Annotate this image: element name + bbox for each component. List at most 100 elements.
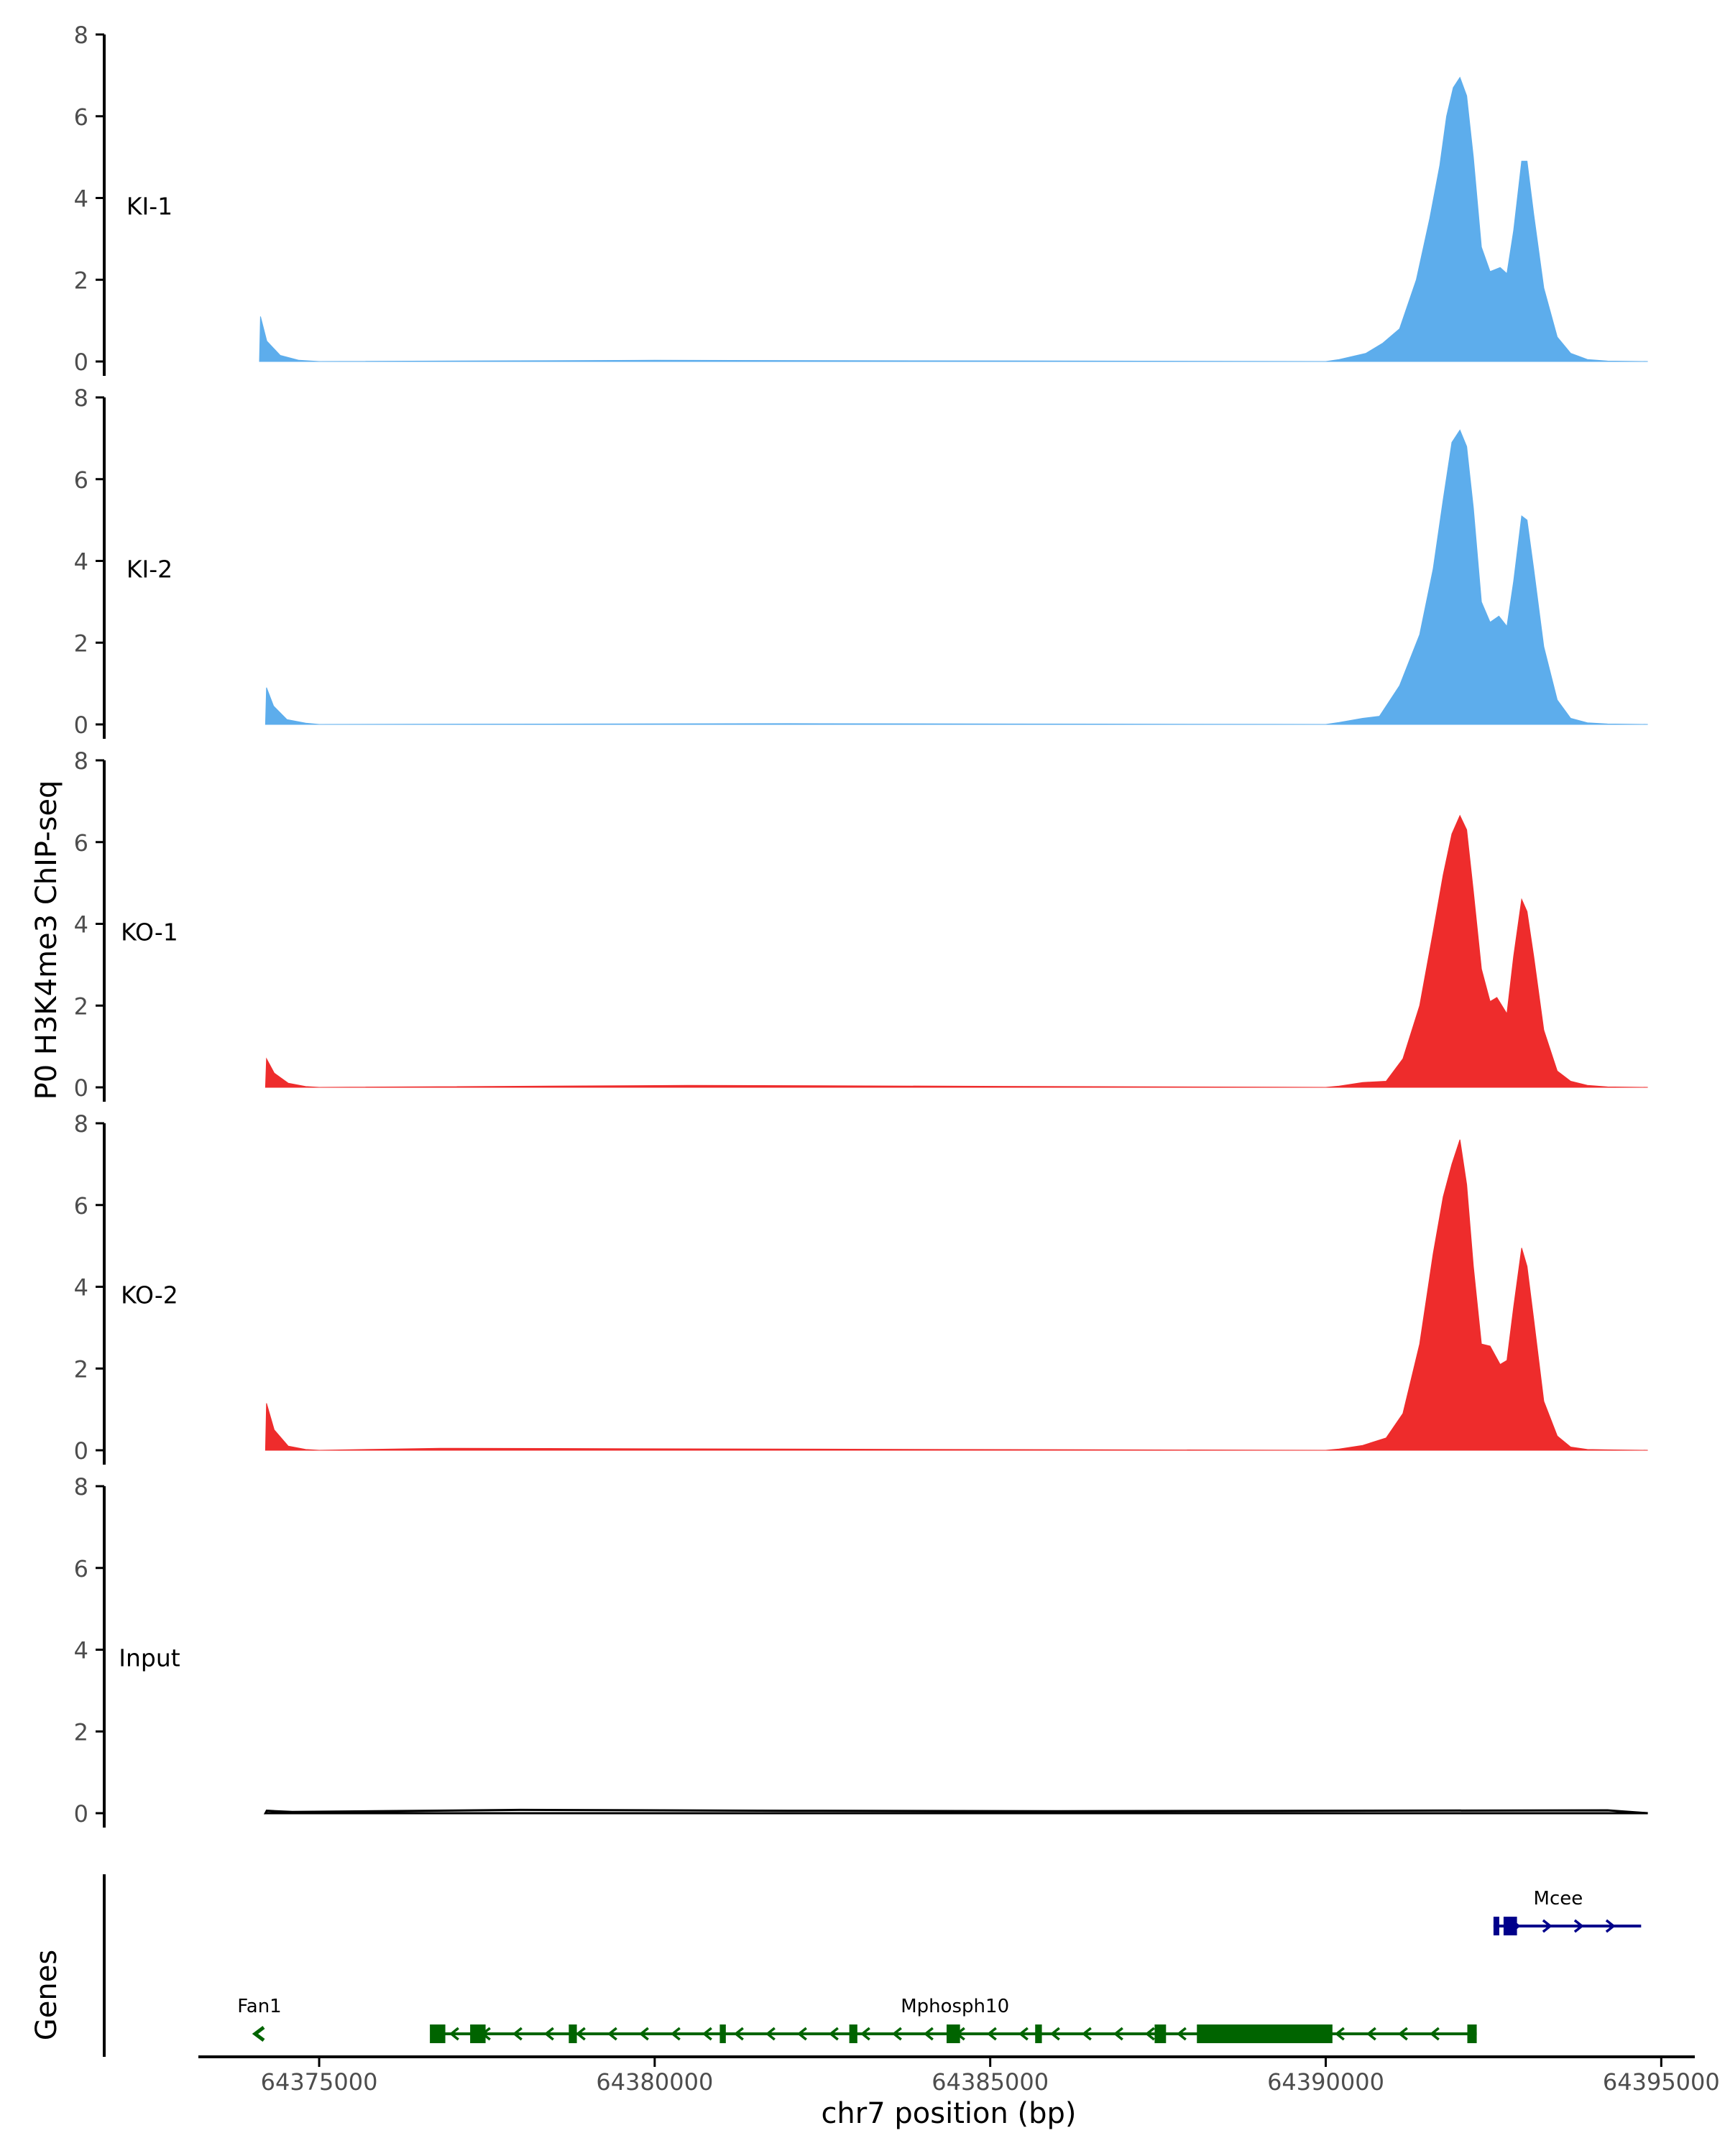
y-tick-label: 4 xyxy=(74,548,88,576)
strand-arrow xyxy=(860,2027,870,2041)
gene-exon xyxy=(1035,2024,1042,2043)
strand-arrow xyxy=(702,2027,712,2041)
track-panel-ki-1: 0 2 4 6 8 KI-1 xyxy=(74,22,1648,376)
track-panel-ki-2: 0 2 4 6 8 KI-2 xyxy=(74,384,1648,739)
y-tick-label: 8 xyxy=(74,1473,88,1501)
strand-arrow xyxy=(1573,1919,1584,1933)
track-label: KO-2 xyxy=(121,1281,178,1309)
y-tick-label: 8 xyxy=(74,22,88,49)
y-tick-label: 0 xyxy=(74,1437,88,1465)
strand-arrow xyxy=(1113,2027,1123,2041)
y-tick-label: 8 xyxy=(74,747,88,775)
track-label: KO-1 xyxy=(121,918,178,946)
strand-arrow xyxy=(1429,2027,1440,2041)
strand-arrow xyxy=(1605,1919,1616,1933)
track-label: KI-1 xyxy=(126,192,172,220)
y-tick-label: 6 xyxy=(74,466,88,494)
gene-exon xyxy=(1493,1917,1499,1935)
strand-arrow xyxy=(891,2027,902,2041)
signal-area xyxy=(264,1139,1648,1451)
strand-arrow xyxy=(575,2027,586,2041)
strand-arrow xyxy=(1176,2027,1187,2041)
gene-exon xyxy=(569,2024,577,2043)
y-tick-label: 2 xyxy=(74,992,88,1020)
gene-label: Mphosph10 xyxy=(901,1996,1009,2017)
y-tick-label: 8 xyxy=(74,1110,88,1138)
gene-exon xyxy=(1467,2024,1477,2043)
gene-annotation-track: Fan1 Mphosph10 Mcee xyxy=(103,1874,1642,2057)
y-axis-title: P0 H3K4me3 ChIP-seq xyxy=(30,780,63,1100)
gene-label: Fan1 xyxy=(237,1996,282,2017)
y-tick-label: 2 xyxy=(74,1718,88,1746)
gene-exon xyxy=(1197,2024,1333,2043)
x-tick-label: 64395000 xyxy=(1603,2068,1720,2096)
gene-exon xyxy=(1503,1917,1517,1935)
y-tick-label: 0 xyxy=(74,1074,88,1102)
gene-exon xyxy=(1154,2024,1167,2043)
strand-arrow xyxy=(252,2026,265,2042)
strand-arrow xyxy=(923,2027,934,2041)
strand-arrow xyxy=(512,2027,523,2041)
strand-arrow xyxy=(1081,2027,1092,2041)
gene-fan1: Fan1 xyxy=(237,1996,282,2042)
track-panel-input: 0 2 4 6 8 Input xyxy=(74,1473,1648,1828)
strand-arrow xyxy=(1542,1919,1552,1933)
strand-arrow xyxy=(1049,2027,1060,2041)
y-tick-label: 6 xyxy=(74,1192,88,1220)
strand-arrow xyxy=(543,2027,554,2041)
gene-exon xyxy=(947,2024,960,2043)
strand-arrow xyxy=(1018,2027,1029,2041)
y-tick-label: 2 xyxy=(74,630,88,657)
strand-arrow xyxy=(828,2027,839,2041)
strand-arrow xyxy=(765,2027,776,2041)
y-tick-label: 4 xyxy=(74,911,88,939)
track-label: KI-2 xyxy=(126,555,172,583)
y-tick-label: 6 xyxy=(74,829,88,857)
strand-arrow xyxy=(638,2027,649,2041)
y-tick-label: 4 xyxy=(74,1637,88,1664)
gene-label: Mcee xyxy=(1534,1888,1583,1909)
y-tick-label: 0 xyxy=(74,711,88,739)
gene-exon xyxy=(719,2024,726,2043)
strand-arrow xyxy=(1334,2027,1345,2041)
signal-area xyxy=(264,429,1648,725)
signal-area xyxy=(259,76,1648,362)
signal-tracks: 0 2 4 6 8 KI-1 0 2 4 6 8 KI-2 0 2 4 6 8 KO-1 0 2 4 6 8 KO-2 0 2 4 6… xyxy=(74,22,1648,1828)
track-panel-ko-2: 0 2 4 6 8 KO-2 xyxy=(74,1110,1648,1465)
gene-exon xyxy=(470,2024,486,2043)
x-tick-label: 64390000 xyxy=(1267,2068,1384,2096)
y-tick-label: 4 xyxy=(74,185,88,213)
track-panel-ko-1: 0 2 4 6 8 KO-1 xyxy=(74,747,1648,1102)
gene-mcee: Mcee xyxy=(1493,1888,1642,1935)
signal-line xyxy=(263,1808,1648,1815)
x-tick-label: 64380000 xyxy=(596,2068,713,2096)
signal-area xyxy=(264,814,1648,1088)
y-tick-label: 6 xyxy=(74,1555,88,1583)
x-tick-label: 64375000 xyxy=(261,2068,378,2096)
strand-arrow xyxy=(670,2027,681,2041)
strand-arrow xyxy=(448,2027,459,2041)
strand-arrow xyxy=(1366,2027,1376,2041)
y-tick-label: 2 xyxy=(74,1355,88,1383)
y-tick-label: 6 xyxy=(74,103,88,131)
track-label: Input xyxy=(119,1644,180,1672)
y-tick-label: 0 xyxy=(74,349,88,376)
strand-arrow xyxy=(1144,2027,1155,2041)
y-tick-label: 0 xyxy=(74,1800,88,1828)
gene-mphosph10: Mphosph10 xyxy=(430,1996,1477,2043)
gene-exon xyxy=(430,2024,446,2043)
genes-axis-title: Genes xyxy=(30,1950,63,2040)
x-axis: 64375000 64380000 64385000 64390000 64395000 xyxy=(198,2055,1720,2096)
strand-arrow xyxy=(1397,2027,1408,2041)
x-tick-label: 64385000 xyxy=(932,2068,1049,2096)
y-tick-label: 4 xyxy=(74,1274,88,1302)
strand-arrow xyxy=(733,2027,744,2041)
y-tick-label: 8 xyxy=(74,384,88,412)
strand-arrow xyxy=(607,2027,617,2041)
strand-arrow xyxy=(986,2027,997,2041)
gene-exon xyxy=(849,2024,857,2043)
y-tick-label: 2 xyxy=(74,267,88,294)
x-axis-title: chr7 position (bp) xyxy=(821,2097,1076,2130)
strand-arrow xyxy=(796,2027,807,2041)
